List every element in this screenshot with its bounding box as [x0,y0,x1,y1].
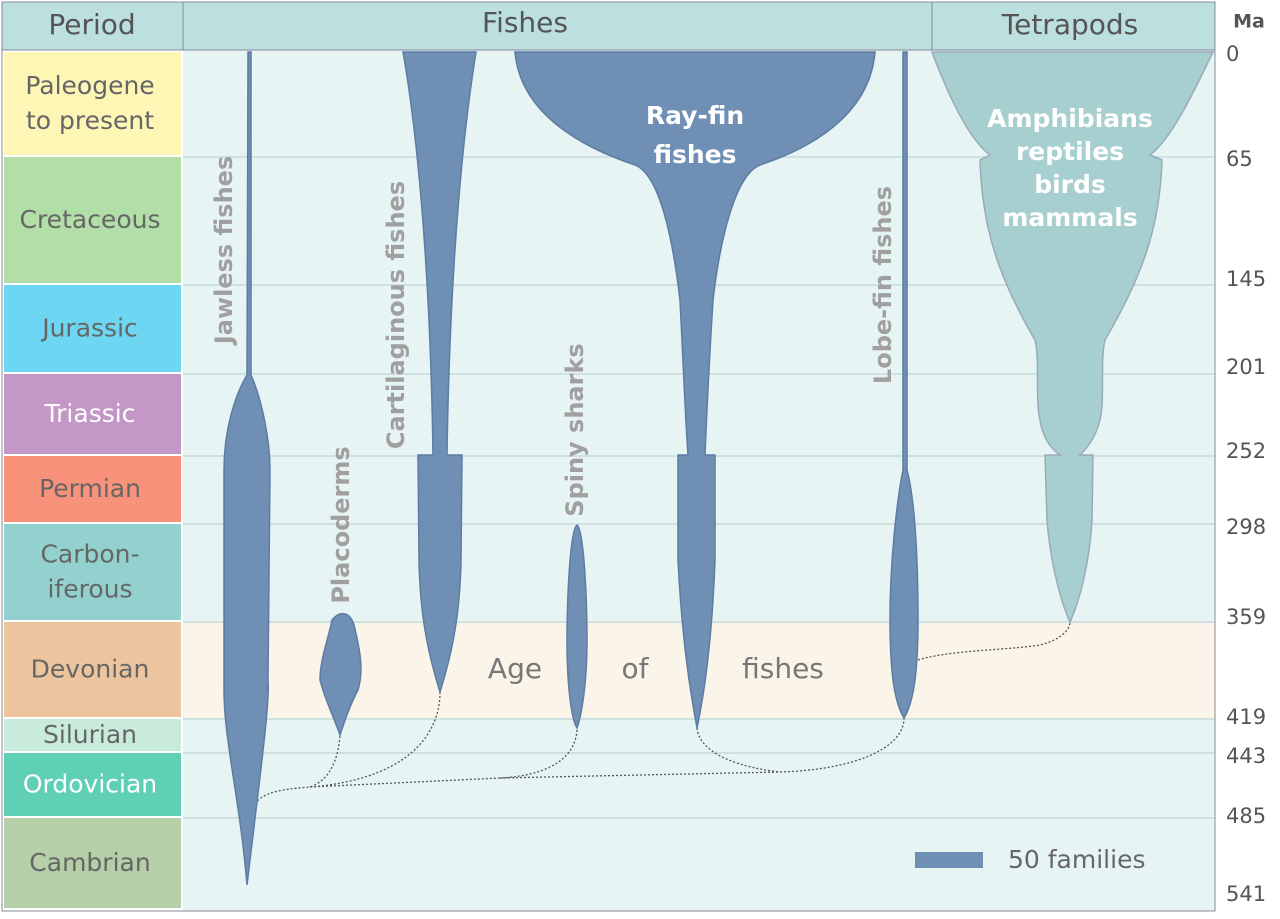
group-label: birds [1034,170,1106,199]
period-label: Cambrian [29,848,150,877]
period-cell [4,52,181,155]
ma-label: 65 [1226,147,1253,171]
lineage [249,621,1071,816]
group-label: fishes [653,140,736,169]
spindle [930,51,1215,624]
group-label: Spiny sharks [561,343,589,516]
ma-label: 298 [1226,515,1266,539]
border [1,1,1216,912]
period-label: Jurassic [40,314,138,343]
period-label: Triassic [44,399,136,428]
period-cell [4,374,181,454]
period-cell [4,622,181,717]
annotation: of [622,652,650,685]
period-cell [4,285,181,372]
ma-label: 201 [1226,355,1266,379]
spindle [319,613,362,738]
period-cell [4,456,181,522]
header-label: Fishes [482,6,568,39]
period-label: Permian [39,474,141,503]
header-label: Ma [1233,11,1265,33]
period-label: Ordovician [23,770,157,799]
spindle [889,51,919,720]
ma-label: 252 [1226,439,1266,463]
legend-swatch [915,852,983,868]
period-label: Carbon- [40,540,139,569]
ma-label: 359 [1226,605,1266,629]
spindle [514,51,876,729]
spindle [566,524,588,730]
group-label: mammals [1002,203,1137,232]
group-label: Amphibians [987,104,1153,133]
period-cell [4,818,181,908]
annotation: fishes [742,652,824,685]
period-label: iferous [47,575,132,604]
period-cell [4,719,181,751]
period-cell [4,524,181,620]
header-label: Tetrapods [1001,8,1139,41]
period-label: Silurian [43,720,137,749]
ma-label: 145 [1226,267,1266,291]
group-label: Ray-fin [646,101,744,130]
ma-label: 0 [1226,42,1239,66]
group-label: Placoderms [327,446,355,603]
legend-label: 50 families [1008,845,1145,874]
group-label: Jawless fishes [210,156,238,346]
annotation: Age [488,652,542,685]
period-label: to present [26,106,154,135]
period-label: Paleogene [25,71,154,100]
header-label: Period [48,8,135,41]
ma-label: 485 [1226,804,1266,828]
spindle [223,51,271,886]
period-label: Devonian [31,655,150,684]
ma-label: 541 [1226,882,1266,906]
ma-label: 419 [1226,705,1266,729]
period-cell [4,157,181,283]
group-label: Lobe-fin fishes [869,186,897,384]
spindle [402,51,477,695]
ma-label: 443 [1226,744,1266,768]
group-label: reptiles [1016,137,1124,166]
group-label: Cartilaginous fishes [382,181,410,449]
period-cell [4,753,181,816]
period-label: Cretaceous [20,205,161,234]
header-cell [931,1,1216,51]
